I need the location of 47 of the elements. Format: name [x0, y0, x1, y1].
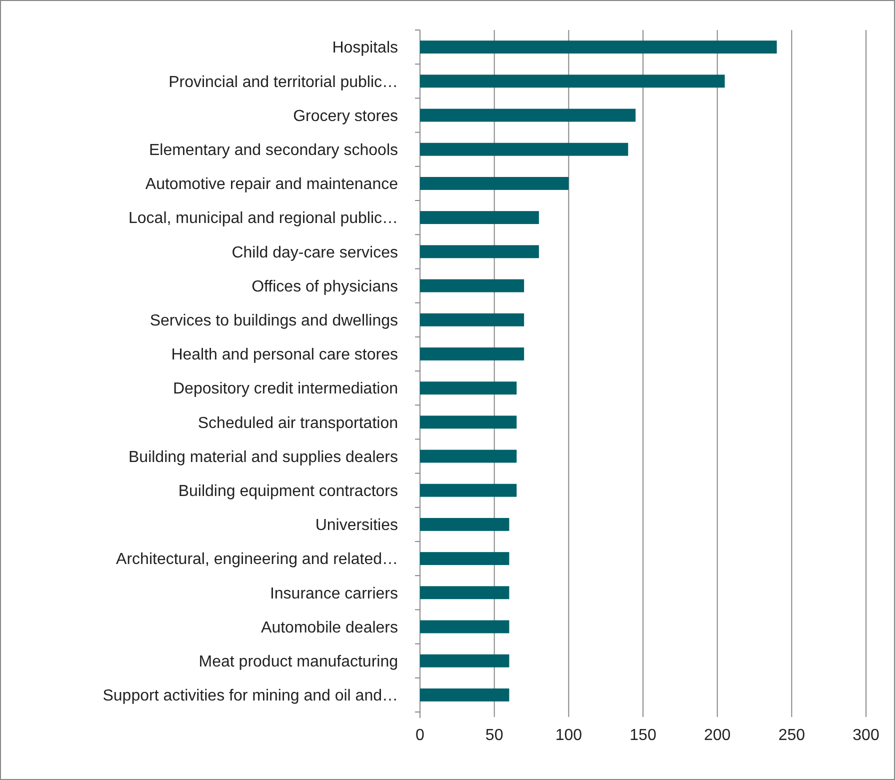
y-tick-label: Automobile dealers [261, 619, 398, 636]
y-tick-label: Elementary and secondary schools [148, 142, 398, 159]
bar [420, 142, 628, 156]
y-tick-label: Building material and supplies dealers [128, 448, 398, 466]
bar [420, 382, 517, 395]
bar [420, 586, 510, 600]
x-tick-label: 50 [485, 727, 504, 744]
bar [420, 279, 524, 292]
y-tick-label: Universities [315, 517, 398, 534]
y-tick-label: Meat product manufacturing [198, 653, 398, 670]
bar [420, 347, 524, 360]
y-tick-label: Scheduled air transportation [198, 414, 398, 432]
y-tick-label: Child day-care services [232, 244, 398, 262]
bar [420, 176, 569, 190]
x-tick-label: 200 [704, 727, 731, 744]
y-tick-label: Offices of physicians [252, 278, 398, 296]
bar [420, 245, 539, 258]
x-tick-label: 300 [852, 727, 880, 744]
bar [420, 416, 517, 429]
bar [420, 654, 510, 668]
y-tick-label: Automotive repair and maintenance [145, 176, 398, 194]
x-tick-label: 100 [555, 727, 582, 744]
bar [420, 518, 510, 531]
y-tick-label: Building equipment contractors [178, 482, 398, 500]
bar [420, 211, 539, 224]
bar [420, 450, 517, 463]
y-tick-label: Hospitals [332, 40, 398, 57]
x-tick-label: 250 [778, 727, 806, 744]
bar [420, 688, 510, 702]
y-tick-label: Architectural, engineering and related… [116, 551, 398, 568]
x-tick-label: 0 [416, 727, 425, 744]
y-tick-label: Insurance carriers [270, 585, 398, 602]
bar [420, 108, 636, 122]
bar [420, 484, 517, 497]
x-tick-label: 150 [630, 727, 656, 744]
y-tick-label: Provincial and territorial public… [168, 74, 398, 91]
bar [420, 552, 510, 566]
bar [420, 40, 777, 54]
y-tick-label: Local, municipal and regional public… [128, 210, 398, 228]
bar [420, 74, 725, 88]
y-tick-label: Depository credit intermediation [173, 380, 398, 398]
y-tick-label: Grocery stores [293, 108, 398, 125]
bar [420, 313, 524, 326]
y-tick-label: Support activities for mining and oil and… [102, 688, 398, 705]
y-tick-label: Health and personal care stores [171, 346, 398, 364]
y-tick-label: Services to buildings and dwellings [150, 312, 398, 330]
bar [420, 620, 510, 634]
